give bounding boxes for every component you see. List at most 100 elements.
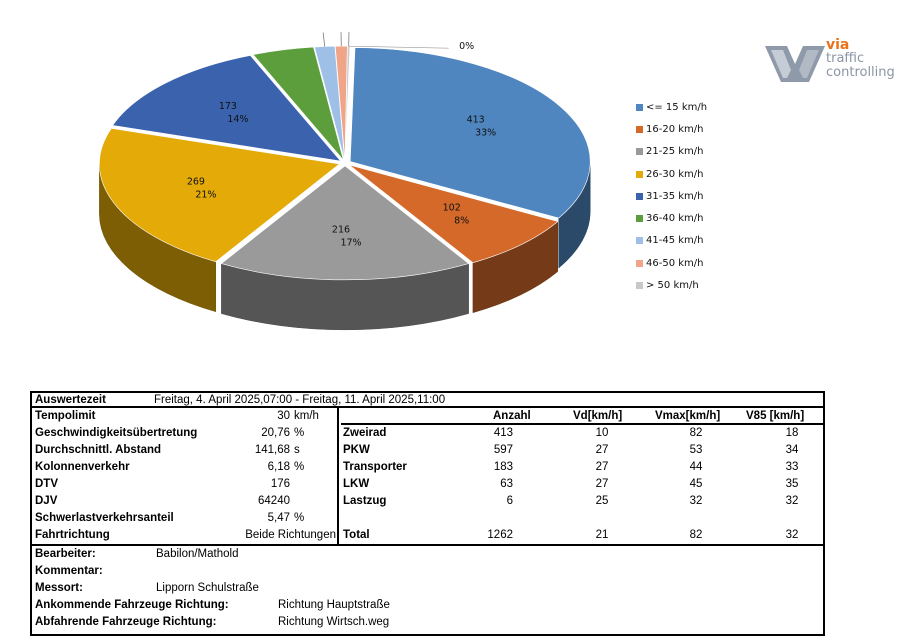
summary-label: Tempolimit (35, 410, 96, 422)
evaluation-report-table: Auswertezeit Freitag, 4. April 2025,07:0… (30, 391, 825, 636)
slice-percent-label: 33% (475, 128, 496, 139)
legend-item: > 50 km/h (636, 274, 707, 296)
summary-label: Fahrtrichtung (35, 529, 110, 541)
metadata-row: Messort: Lipporn Schulstraße (32, 580, 823, 597)
legend-swatch (636, 125, 643, 133)
anzahl-cell: 1262 (487, 529, 513, 541)
vehicle-name: LKW (343, 478, 370, 490)
logo-via-text: via (826, 37, 850, 53)
table-row: Lastzug 6 25 32 32 (341, 493, 823, 510)
column-header: Vd[km/h] (573, 410, 623, 422)
pie-chart: 413 33% 102 8% 216 17% 269 21% 173 14% 0% (99, 32, 591, 331)
metadata-pane: Bearbeiter: Babilon/Mathold Kommentar: M… (32, 544, 823, 634)
metadata-value: Lipporn Schulstraße (156, 582, 259, 594)
auswertezeit-value: Freitag, 4. April 2025,07:00 - Freitag, … (154, 394, 446, 406)
legend-swatch (636, 237, 643, 245)
slice-value-label: 173 (219, 101, 237, 112)
chart-legend: <= 15 km/h 16-20 km/h 21-25 km/h 26-30 k… (636, 96, 707, 297)
pie-slice (349, 47, 591, 219)
metadata-value: Babilon/Mathold (156, 548, 239, 560)
column-header: Vmax[km/h] (655, 410, 721, 422)
slice-percent-label: 0% (459, 41, 474, 52)
summary-value: 141,68 (254, 444, 290, 456)
vmax-cell: 53 (689, 444, 703, 456)
pie-slice (349, 164, 559, 264)
pie-slice (220, 165, 470, 281)
legend-label: 21-25 km/h (646, 146, 704, 158)
vmax-cell: 45 (689, 478, 703, 490)
legend-item: 31-35 km/h (636, 185, 707, 207)
legend-item: 26-30 km/h (636, 163, 707, 185)
metadata-label: Kommentar: (35, 565, 103, 577)
anzahl-cell: 6 (506, 495, 513, 507)
total-row: Total 1262 21 82 32 (341, 527, 823, 544)
summary-row: Tempolimit 30 km/h (32, 408, 339, 425)
summary-unit: % (294, 461, 305, 473)
legend-item: 16-20 km/h (636, 118, 707, 140)
legend-swatch (636, 192, 643, 200)
table-row: LKW 63 27 45 35 (341, 476, 823, 493)
summary-value: 5,47 (267, 512, 290, 524)
summary-unit: % (294, 512, 305, 524)
column-header: Anzahl (493, 410, 531, 422)
v85-cell: 32 (785, 529, 799, 541)
slice-percent-label: 21% (195, 190, 216, 201)
vmax-cell: 44 (689, 461, 703, 473)
summary-unit: s (294, 444, 300, 456)
pie-slice (252, 46, 344, 161)
summary-row: Kolonnenverkehr 6,18 % (32, 459, 339, 476)
summary-label: Geschwindigkeitsübertretung (35, 427, 198, 439)
summary-value: 176 (270, 478, 290, 490)
anzahl-cell: 63 (500, 478, 513, 490)
legend-item: <= 15 km/h (636, 96, 707, 118)
legend-item: 21-25 km/h (636, 141, 707, 163)
legend-swatch (636, 282, 643, 290)
anzahl-cell: 413 (493, 427, 513, 439)
via-traffic-logo: via traffic controlling (765, 38, 900, 88)
vd-cell: 27 (595, 478, 609, 490)
legend-label: 41-45 km/h (646, 235, 704, 247)
summary-value: 6,18 (267, 461, 290, 473)
v85-cell: 34 (785, 444, 799, 456)
anzahl-cell: 597 (493, 444, 513, 456)
metadata-value: Richtung Wirtsch.weg (278, 616, 390, 628)
summary-row: DJV 64240 (32, 493, 339, 510)
metadata-label: Abfahrende Fahrzeuge Richtung: (35, 616, 217, 628)
metadata-row: Abfahrende Fahrzeuge Richtung: Richtung … (32, 614, 823, 631)
pie-slice (314, 45, 345, 161)
logo-traffic-text: traffic (826, 51, 865, 66)
auswertezeit-label: Auswertezeit (35, 394, 106, 406)
summary-value: 20,76 (261, 427, 290, 439)
metadata-row: Ankommende Fahrzeuge Richtung: Richtung … (32, 597, 823, 614)
table-row: Zweirad 413 10 82 18 (341, 425, 823, 442)
summary-label: DJV (35, 495, 58, 507)
legend-item: 41-45 km/h (636, 230, 707, 252)
vehicle-name: Zweirad (343, 427, 387, 439)
metadata-label: Bearbeiter: (35, 548, 96, 560)
leader-line (322, 32, 326, 47)
vehicle-name: Lastzug (343, 495, 387, 507)
metadata-value: Richtung Hauptstraße (278, 599, 390, 611)
v85-cell: 32 (785, 495, 799, 507)
summary-row: Fahrtrichtung Beide Richtungen (32, 527, 339, 544)
logo-controlling-text: controlling (826, 65, 895, 80)
vd-cell: 10 (595, 427, 609, 439)
slice-value-label: 216 (332, 225, 350, 236)
legend-swatch (636, 103, 643, 111)
vd-cell: 21 (595, 529, 609, 541)
legend-label: <= 15 km/h (646, 101, 708, 113)
legend-item: 36-40 km/h (636, 207, 707, 229)
summary-unit: km/h (294, 410, 319, 422)
legend-label: 36-40 km/h (646, 213, 704, 225)
summary-label: Durchschnittl. Abstand (35, 444, 162, 456)
vd-cell: 27 (595, 461, 609, 473)
logo-mark-icon (765, 46, 825, 82)
slice-percent-label: 8% (454, 215, 469, 226)
legend-swatch (636, 148, 643, 156)
summary-row: DTV 176 (32, 476, 339, 493)
summary-value: 64240 (258, 495, 290, 507)
summary-label: Schwerlastverkehrsanteil (35, 512, 174, 524)
vmax-cell: 82 (689, 427, 703, 439)
table-row: Transporter 183 27 44 33 (341, 459, 823, 476)
legend-swatch (636, 259, 643, 267)
